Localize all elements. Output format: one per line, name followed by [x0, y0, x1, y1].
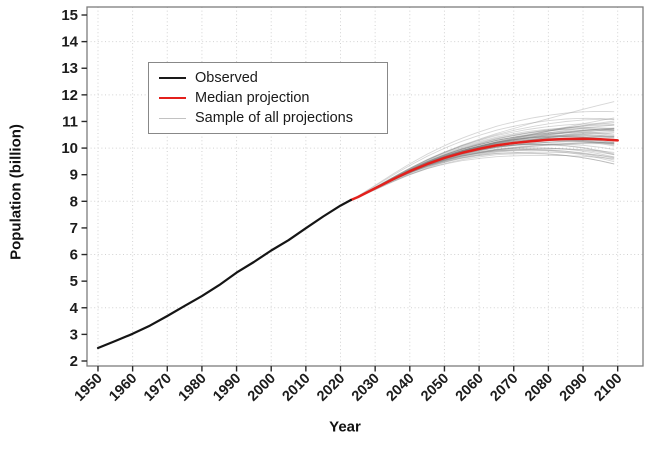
legend-label-sample-projections: Sample of all projections: [195, 109, 353, 126]
observed-line-swatch: [159, 77, 186, 79]
observed-line: [96, 198, 352, 350]
y-tick-label: 3: [70, 326, 78, 343]
y-tick-label: 8: [70, 193, 78, 210]
sample-projections-line-swatch: [159, 117, 186, 119]
sample-projection-line: [350, 123, 615, 201]
legend-item-median-projection: Median projection: [159, 91, 377, 106]
x-tick-label: 2060: [453, 371, 487, 405]
x-axis-title: Year: [329, 418, 361, 436]
sample-projection-line: [350, 118, 615, 201]
x-tick-label: 2020: [314, 371, 348, 405]
median-projection-line-swatch: [159, 97, 186, 99]
y-axis-title: Population (billion): [7, 124, 25, 260]
x-tick-label: 1990: [210, 371, 244, 405]
y-tick-label: 9: [70, 167, 78, 184]
x-tick-label: 2010: [280, 371, 314, 405]
y-tick-label: 10: [61, 140, 78, 157]
median-projection-line: [349, 137, 619, 202]
y-tick-label: 12: [61, 87, 78, 104]
y-tick-label: 6: [70, 247, 78, 264]
sample-projection-line: [350, 142, 615, 201]
sample-projection-line: [350, 110, 615, 201]
x-tick-label: 2090: [557, 371, 591, 405]
x-tick-label: 1980: [176, 371, 210, 405]
sample-projection-line: [350, 117, 615, 201]
y-tick-label: 13: [61, 60, 78, 77]
sample-projection-line: [350, 149, 615, 201]
x-tick-label: 2040: [383, 371, 417, 405]
sample-projection-line: [350, 154, 615, 201]
sample-projection-line: [350, 126, 615, 201]
sample-projection-line: [350, 153, 615, 201]
x-tick-label: 2070: [487, 371, 521, 405]
y-tick-label: 2: [70, 353, 78, 370]
legend: Observed Median projection Sample of all…: [148, 62, 388, 134]
y-tick-label: 14: [61, 34, 78, 51]
legend-label-median-projection: Median projection: [195, 89, 310, 106]
sample-projection-line: [350, 122, 615, 201]
legend-item-sample-projections: Sample of all projections: [159, 111, 377, 126]
x-tick-label: 2050: [418, 371, 452, 405]
legend-item-observed: Observed: [159, 71, 377, 86]
sample-projection-line: [350, 149, 615, 201]
y-tick-label: 15: [61, 7, 78, 24]
x-tick-label: 2080: [522, 371, 556, 405]
sample-projection-line: [350, 101, 615, 201]
x-tick-label: 2000: [245, 371, 279, 405]
y-tick-label: 5: [70, 273, 78, 290]
x-tick-label: 2100: [591, 371, 625, 405]
y-tick-label: 7: [70, 220, 78, 237]
legend-label-observed: Observed: [195, 69, 258, 86]
plot-border: [86, 6, 644, 367]
x-tick-label: 1970: [141, 371, 175, 405]
x-tick-label: 1960: [106, 371, 140, 405]
y-tick-label: 4: [70, 300, 79, 317]
y-tick-label: 11: [62, 113, 78, 130]
sample-projection-line: [350, 117, 615, 201]
x-tick-label: 1950: [72, 371, 106, 405]
x-tick-label: 2030: [349, 371, 383, 405]
